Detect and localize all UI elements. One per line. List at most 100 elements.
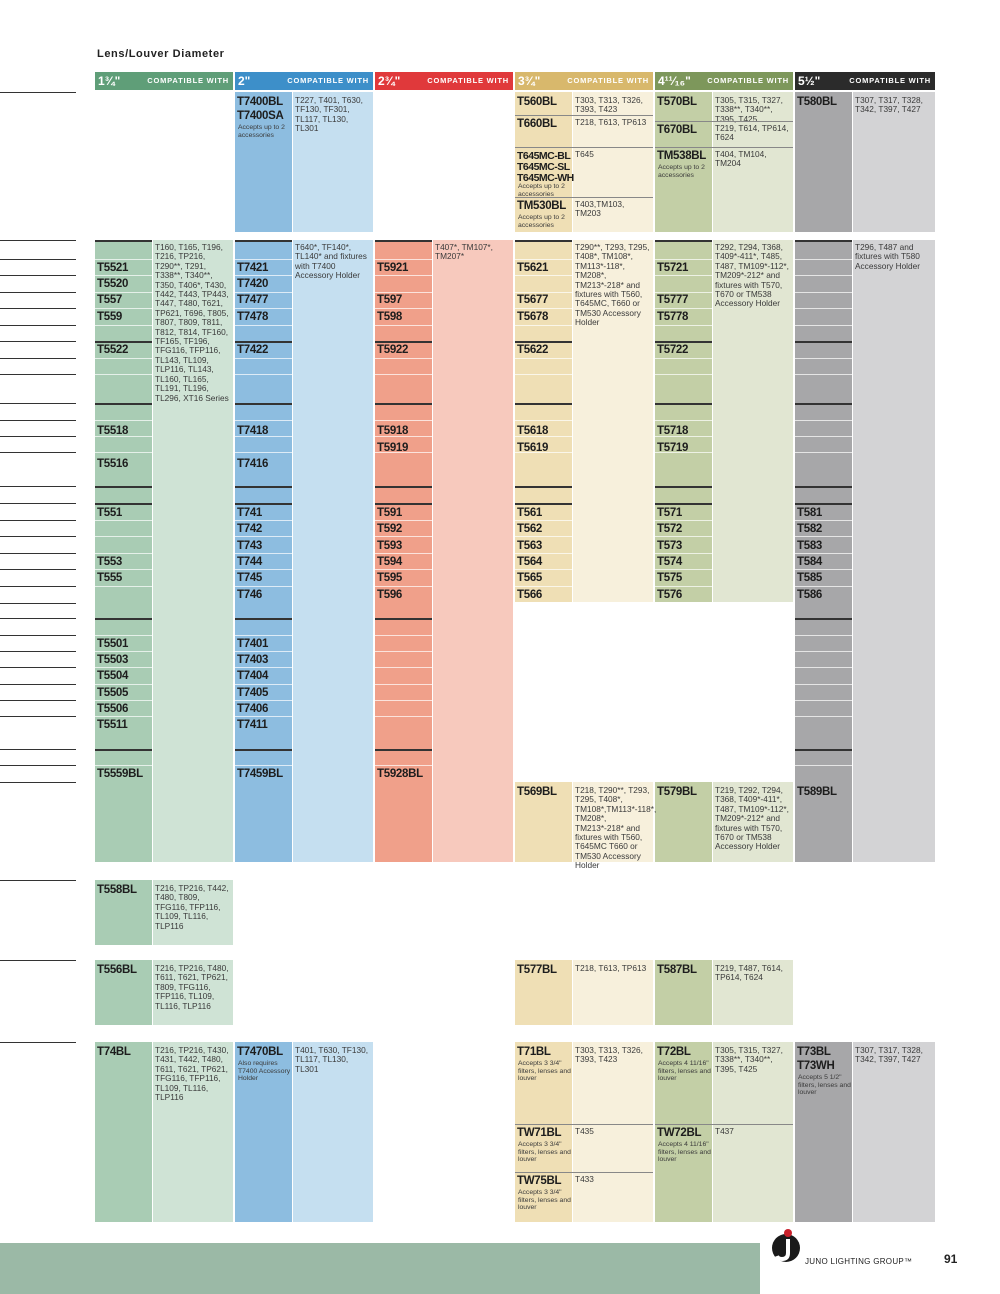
group-rule	[235, 503, 292, 505]
group-rule	[795, 503, 852, 505]
part-number: T74BL	[97, 1046, 131, 1058]
row-line	[795, 292, 852, 293]
compat-text: T216, TP216, T430, T431, T442, T480, T61…	[155, 1045, 229, 1103]
part-number: T575	[657, 572, 683, 584]
row-line	[95, 716, 152, 717]
margin-rule	[0, 275, 76, 276]
note: Accepts 4 11/16" filters, lenses and lou…	[658, 1060, 711, 1083]
row-line	[95, 684, 152, 685]
row-line	[95, 452, 152, 453]
entry-rule	[515, 1124, 653, 1125]
part-number: T7403	[237, 654, 269, 666]
row-line	[95, 374, 152, 375]
row-line	[795, 358, 852, 359]
row-line	[235, 667, 292, 668]
group-rule	[235, 240, 292, 242]
margin-rule	[0, 341, 76, 342]
part-number: TW71BL	[517, 1127, 562, 1139]
row-line	[515, 420, 572, 421]
note: Accepts up to 2 accessories	[518, 183, 565, 198]
part-number: T571	[657, 507, 683, 519]
row-line	[795, 520, 852, 521]
margin-rule	[0, 240, 76, 241]
group-rule	[655, 403, 712, 405]
part-column	[655, 92, 712, 232]
margin-rule	[0, 325, 76, 326]
compat-text: T219, T614, TP614, T624	[715, 123, 789, 143]
part-number: T7400BL	[237, 96, 283, 108]
margin-rule	[0, 1042, 76, 1043]
entry-rule	[515, 147, 653, 148]
row-line	[95, 308, 152, 309]
part-number: T7405	[237, 687, 269, 699]
compat-label: COMPATIBLE WITH	[287, 76, 369, 85]
row-line	[655, 325, 712, 326]
row-line	[655, 536, 712, 537]
group-rule	[655, 240, 712, 242]
group-rule	[95, 486, 152, 488]
row-line	[655, 358, 712, 359]
part-number: T71BL	[517, 1046, 551, 1058]
part-number: T5521	[97, 262, 129, 274]
part-number: T586	[797, 589, 823, 601]
part-number: T560BL	[517, 96, 557, 108]
column-header	[655, 72, 793, 90]
compat-text: T219, T487, T614, TP614, T624	[715, 963, 783, 983]
compat-label: COMPATIBLE WITH	[147, 76, 229, 85]
row-line	[375, 520, 432, 521]
row-line	[515, 520, 572, 521]
margin-rule	[0, 358, 76, 359]
row-line	[795, 569, 852, 570]
row-line	[375, 700, 432, 701]
row-line	[515, 536, 572, 537]
logo	[772, 1229, 800, 1262]
part-column	[515, 240, 572, 602]
group-rule	[95, 240, 152, 242]
compat-text: T303, T313, T326, T393, T423	[575, 1045, 643, 1065]
compat-column	[153, 1042, 233, 1222]
row-line	[795, 586, 852, 587]
diameter: 1¾"	[98, 74, 121, 88]
margin-rule	[0, 618, 76, 619]
part-column	[655, 782, 712, 862]
part-number: T577BL	[517, 964, 557, 976]
compat-column	[573, 240, 653, 602]
group-rule	[795, 618, 852, 620]
row-line	[235, 716, 292, 717]
margin-rule	[0, 420, 76, 421]
part-column	[515, 960, 572, 1025]
note: Accepts 3 3/4" filters, lenses and louve…	[518, 1141, 571, 1164]
row-line	[795, 635, 852, 636]
part-number: T551	[97, 507, 123, 519]
part-number: TM538BL	[657, 150, 707, 162]
margin-rule	[0, 536, 76, 537]
part-number: T572	[657, 523, 683, 535]
part-number: T5721	[657, 262, 689, 274]
diameter: 2"	[238, 74, 251, 88]
part-number: T5921	[377, 262, 409, 274]
part-number: T584	[797, 556, 823, 568]
compat-column	[293, 240, 373, 862]
margin-rule	[0, 700, 76, 701]
group-rule	[375, 503, 432, 505]
part-number: T569BL	[517, 786, 557, 798]
compat-text: T307, T317, T328, T342, T397, T427	[855, 95, 923, 115]
part-number: T7406	[237, 703, 269, 715]
row-line	[375, 667, 432, 668]
row-line	[235, 651, 292, 652]
part-number: T73BL	[797, 1046, 831, 1058]
part-number: T5722	[657, 344, 689, 356]
compat-column	[293, 92, 373, 232]
margin-rule	[0, 308, 76, 309]
page-number: 91	[944, 1252, 958, 1266]
part-column	[235, 240, 292, 862]
part-number: T559	[97, 311, 123, 323]
row-line	[95, 586, 152, 587]
margin-rule	[0, 586, 76, 587]
row-line	[375, 259, 432, 260]
part-number: T5511	[97, 719, 128, 731]
row-line	[235, 325, 292, 326]
column-header	[235, 72, 373, 90]
part-number: T7459BL	[237, 768, 283, 780]
row-line	[375, 635, 432, 636]
